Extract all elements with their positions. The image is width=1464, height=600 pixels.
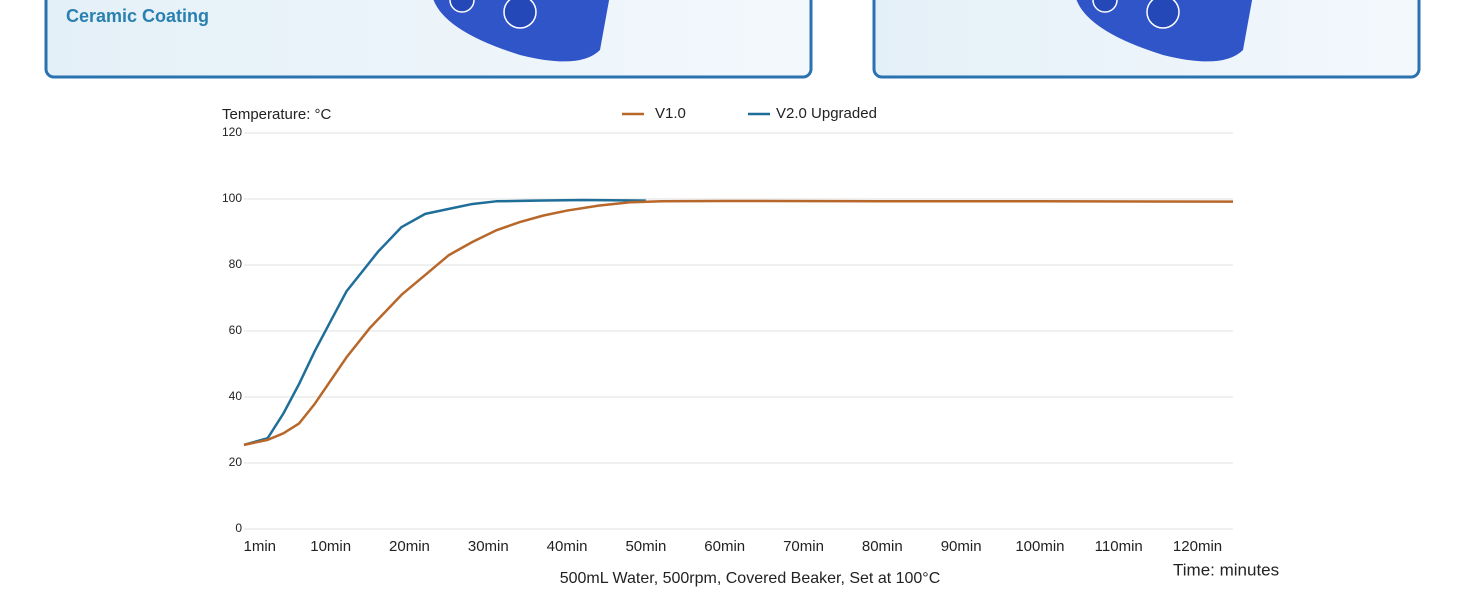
card-title: Ceramic Coating [66,6,209,26]
legend-label: V1.0 [655,105,686,122]
x-tick-label: 50min [625,538,666,555]
knob [1146,0,1180,29]
y-tick-label: 20 [229,455,243,469]
y-axis-label: Temperature: °C [222,106,332,123]
x-axis-label: Time: minutes [1173,560,1279,579]
card [44,0,813,79]
x-tick-label: 20min [389,538,430,555]
caption: 500mL Water, 500rpm, Covered Beaker, Set… [560,570,941,587]
knob [1092,0,1118,13]
product-image [433,0,610,62]
y-tick-label: 120 [222,125,242,139]
x-tick-label: 100min [1015,538,1064,555]
y-tick-label: 100 [222,191,242,205]
y-tick-label: 80 [229,257,243,271]
knob [449,0,475,13]
y-tick-label: 0 [235,521,242,535]
x-tick-label: 80min [862,538,903,555]
top-cards: Ceramic Coating [44,0,1421,79]
x-tick-label: 120min [1173,538,1222,555]
legend-label: V2.0 Upgraded [776,105,877,122]
x-tick-label: 40min [547,538,588,555]
series-line [243,198,646,447]
x-tick-label: 110min [1095,538,1143,555]
y-tick-label: 40 [229,389,243,403]
y-tick-label: 60 [229,323,243,337]
knob [503,0,537,29]
series-line [243,199,1234,447]
x-tick-label: 70min [783,538,824,555]
x-tick-label: 90min [941,538,982,555]
x-tick-label: 30min [468,538,509,555]
x-tick-label: 60min [704,538,745,555]
x-tick-label: 1min [244,538,277,555]
product-image [1076,0,1253,62]
x-tick-label: 10min [310,538,351,555]
